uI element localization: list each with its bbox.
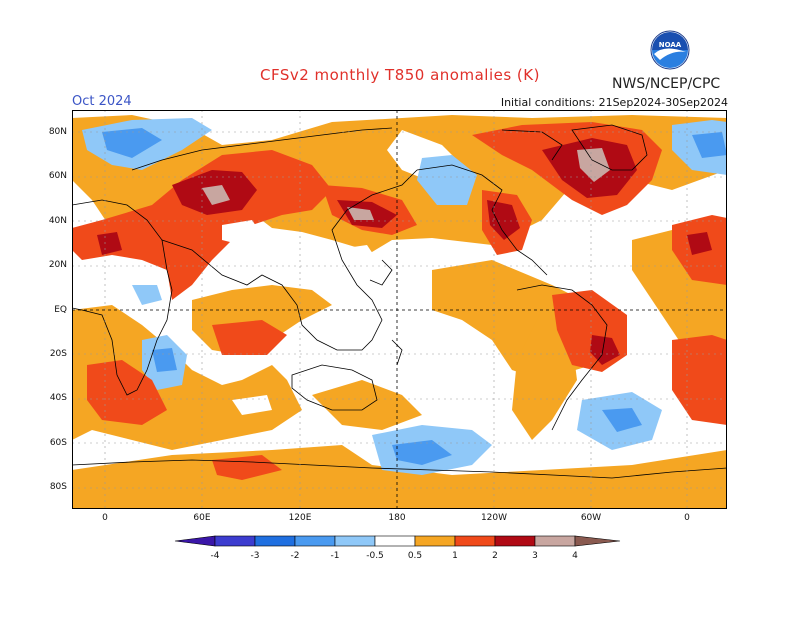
agency-label: NWS/NCEP/CPC	[612, 76, 721, 92]
colorbar-tick-label: 1	[452, 551, 458, 561]
colorbar-tick-label: -1	[331, 551, 340, 561]
colorbar: -4 -3 -2 -1 -0.5 0.5 1 2 3 4	[174, 535, 621, 561]
colorbar-tick-label: 3	[532, 551, 538, 561]
lon-label: 0	[102, 513, 108, 523]
colorbar-bin-2-3	[494, 535, 536, 547]
lat-label: 80S	[49, 482, 67, 492]
lon-label: 120W	[480, 513, 508, 523]
coastlines	[72, 124, 727, 479]
lat-label: 20N	[48, 260, 67, 270]
lat-label: 40S	[49, 393, 67, 403]
svg-text:NOAA: NOAA	[659, 41, 682, 49]
colorbar-tick-label: -3	[251, 551, 260, 561]
neutral-patches	[222, 220, 437, 415]
lon-label: 0	[684, 513, 690, 523]
colorbar-bin-1-2	[454, 535, 496, 547]
chart-title: CFSv2 monthly T850 anomalies (K)	[260, 66, 540, 84]
lon-label: 180	[388, 513, 406, 523]
colorbar-tick-label: 2	[492, 551, 498, 561]
colorbar-bin-0p5-1	[414, 535, 456, 547]
colorbar-bin-3-4	[534, 535, 576, 547]
equator-dateline	[72, 110, 727, 509]
colorbar-tick-label: -4	[211, 551, 220, 561]
colorbar-tick-label: 4	[572, 551, 578, 561]
lat-label: 20S	[49, 349, 67, 359]
lon-label: 120E	[288, 513, 312, 523]
colorbar-tick-label: -2	[291, 551, 300, 561]
lon-label: 60E	[193, 513, 211, 523]
lat-label: 60S	[49, 438, 67, 448]
lat-label: 60N	[48, 171, 67, 181]
colorbar-bin-neg3-neg2	[254, 535, 296, 547]
lat-label: 80N	[48, 127, 67, 137]
map-gridlines	[72, 110, 727, 509]
colorbar-bin-neutral	[374, 535, 416, 547]
noaa-logo: NOAA	[650, 30, 690, 70]
forecast-month: Oct 2024	[72, 94, 132, 109]
lat-label: 40N	[48, 216, 67, 226]
anomaly-neg2-neg1-regions	[102, 128, 727, 465]
anomaly-3-4-regions	[202, 148, 610, 220]
colorbar-bin-neg2-neg1	[294, 535, 336, 547]
colorbar-tick-label: 0.5	[408, 551, 422, 561]
colorbar-bin-neg4-neg3	[214, 535, 256, 547]
lon-label: 60W	[580, 513, 602, 523]
colorbar-bin-gt4	[574, 535, 621, 547]
colorbar-bin-lt-neg4	[174, 535, 216, 547]
lat-label: EQ	[54, 305, 67, 315]
map-frame	[72, 110, 727, 509]
initial-conditions: Initial conditions: 21Sep2024-30Sep2024	[500, 96, 728, 109]
anomaly-map	[72, 110, 727, 509]
colorbar-tick-label: -0.5	[366, 551, 384, 561]
colorbar-bin-neg1-neg0p5	[334, 535, 376, 547]
